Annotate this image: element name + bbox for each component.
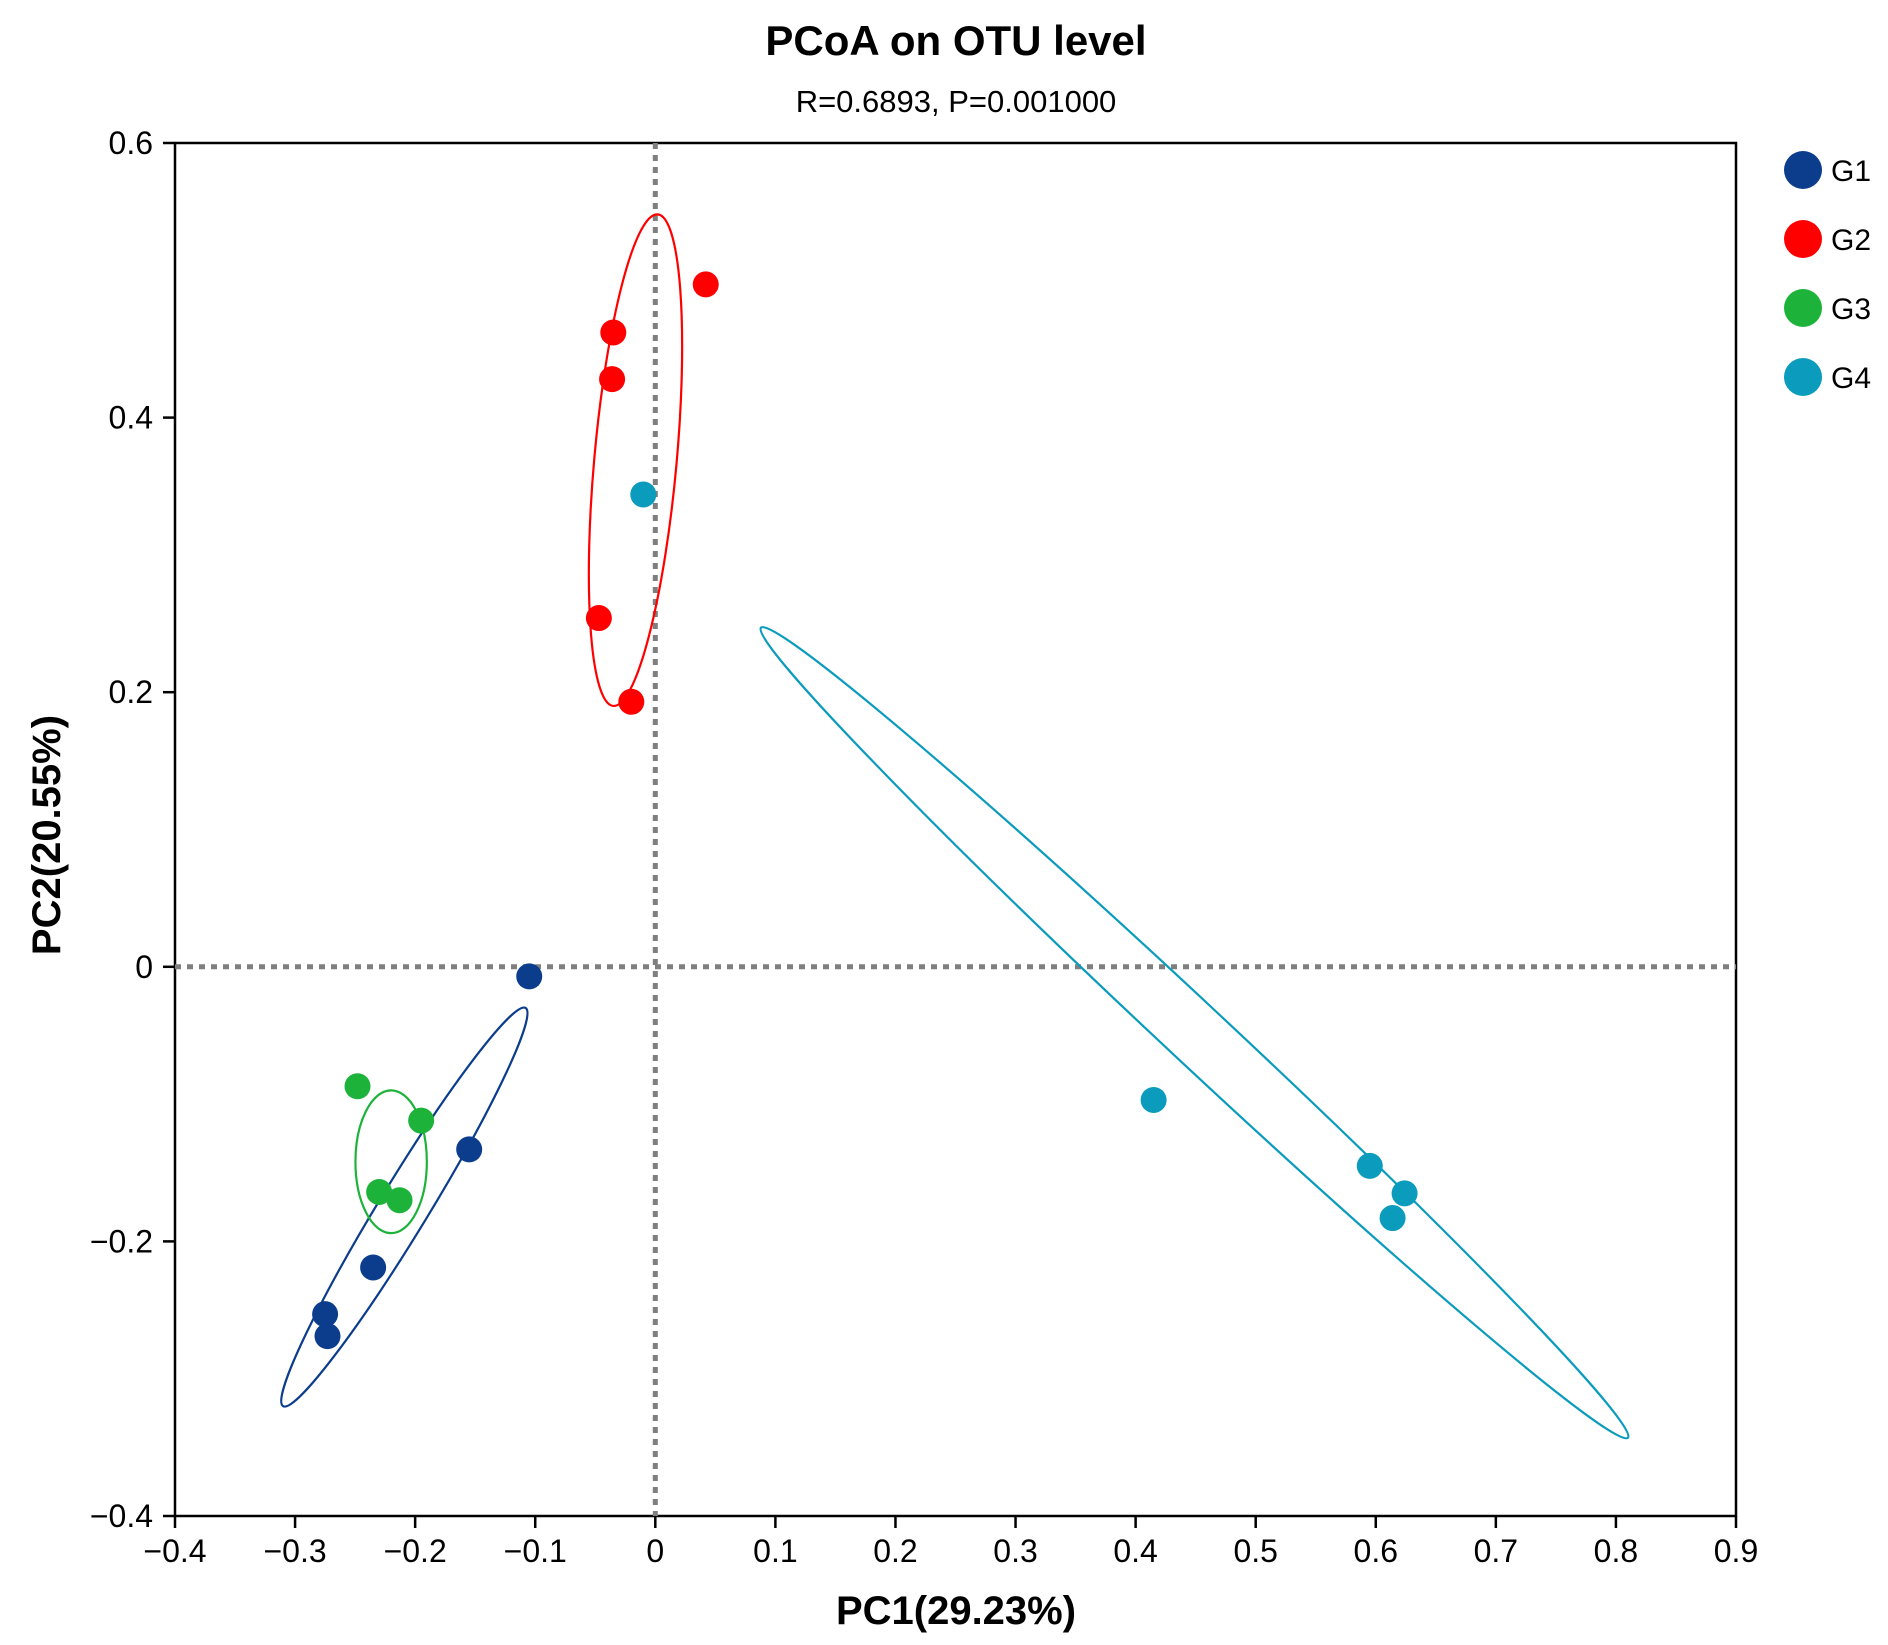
- x-tick-label: 0.7: [1474, 1533, 1518, 1569]
- point-g3: [366, 1178, 393, 1205]
- point-g4: [630, 481, 657, 508]
- x-tick-label: 0.8: [1594, 1533, 1638, 1569]
- point-g2: [692, 271, 719, 298]
- point-g1: [314, 1323, 341, 1350]
- plot-border: [173, 141, 1738, 1518]
- x-axis-label: PC1(29.23%): [836, 1589, 1076, 1633]
- x-tick-label: −0.1: [504, 1533, 567, 1569]
- x-tick-label: −0.4: [143, 1533, 206, 1569]
- point-g4: [1140, 1086, 1167, 1113]
- legend-marker-g2: [1784, 220, 1822, 258]
- x-tick-label: 0.6: [1354, 1533, 1398, 1569]
- x-tick-label: −0.2: [384, 1533, 447, 1569]
- chart-title: PCoA on OTU level: [765, 17, 1146, 64]
- legend-marker-g3: [1784, 289, 1822, 327]
- point-g2: [618, 688, 645, 715]
- x-tick-label: 0.3: [993, 1533, 1037, 1569]
- x-tick-label: −0.3: [263, 1533, 326, 1569]
- x-tick-label: 0: [646, 1533, 664, 1569]
- point-g2: [585, 605, 612, 632]
- ellipse-g2: [587, 213, 684, 708]
- x-tick-label: 0.1: [753, 1533, 797, 1569]
- legend-label-g3: G3: [1831, 293, 1871, 326]
- x-tick-label: 0.4: [1113, 1533, 1157, 1569]
- y-tick-label: 0.4: [109, 400, 153, 436]
- x-tick-label: 0.5: [1233, 1533, 1277, 1569]
- y-tick-label: −0.2: [90, 1223, 153, 1259]
- point-g1: [516, 963, 543, 990]
- legend-label-g1: G1: [1831, 155, 1871, 188]
- x-tick-label: 0.9: [1714, 1533, 1758, 1569]
- y-axis-label: PC2(20.55%): [25, 715, 69, 955]
- point-g2: [600, 319, 627, 346]
- plot-area: −0.4 −0.3 −0.2 −0.1 0 0.1 0.2 0.3 0.4 0.5 0.6 0.7 0.…: [90, 125, 1871, 1569]
- point-g3: [344, 1073, 371, 1100]
- ellipse-g4: [759, 625, 1630, 1440]
- point-g4: [1356, 1152, 1383, 1179]
- legend-label-g2: G2: [1831, 224, 1871, 257]
- legend-marker-g1: [1784, 151, 1822, 189]
- point-g4: [1391, 1180, 1418, 1207]
- legend-marker-g4: [1784, 358, 1822, 396]
- point-g2: [599, 366, 626, 393]
- y-tick-label: −0.4: [90, 1498, 153, 1534]
- point-g1: [456, 1136, 483, 1163]
- legend-label-g4: G4: [1831, 362, 1871, 395]
- chart-subtitle: R=0.6893, P=0.001000: [796, 84, 1117, 119]
- point-g4: [1379, 1205, 1406, 1232]
- ellipse-g3: [354, 1089, 428, 1235]
- y-tick-label: 0: [135, 949, 153, 985]
- point-g1: [312, 1301, 339, 1328]
- x-tick-label: 0.2: [873, 1533, 917, 1569]
- point-g3: [386, 1187, 413, 1214]
- point-g3: [408, 1107, 435, 1134]
- point-g1: [360, 1254, 387, 1281]
- y-tick-label: 0.6: [109, 125, 153, 161]
- y-tick-label: 0.2: [109, 674, 153, 710]
